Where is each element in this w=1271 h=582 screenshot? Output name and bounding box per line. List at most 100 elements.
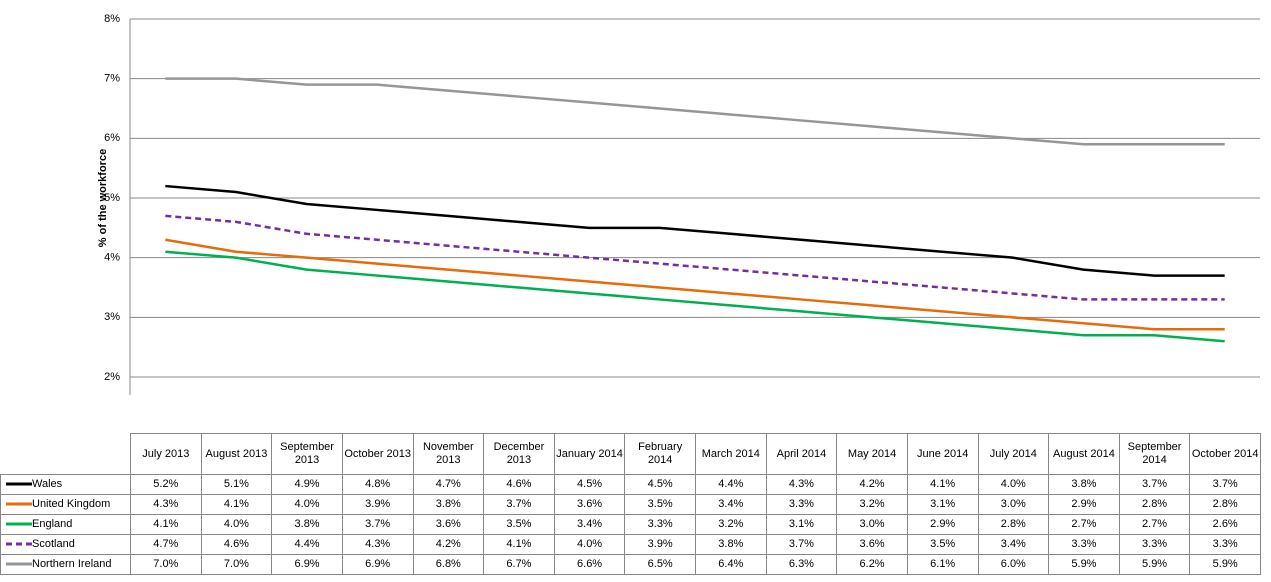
series-line (165, 214, 1225, 301)
value-cell: 3.7% (1118, 474, 1191, 495)
category-label: February 2014 (624, 433, 696, 475)
y-tick-label: 6% (104, 132, 120, 144)
value-cell: 3.3% (624, 514, 696, 535)
value-cell: 3.8% (271, 514, 343, 535)
value-cell: 3.5% (483, 514, 555, 535)
value-cell: 5.2% (130, 474, 202, 495)
category-label: September 2014 (1118, 433, 1191, 475)
category-label: November 2013 (412, 433, 485, 475)
value-cell: 3.2% (836, 494, 908, 515)
y-tick-label: 7% (104, 73, 120, 85)
value-cell: 3.3% (1118, 534, 1191, 555)
value-cell: 3.6% (553, 494, 626, 515)
value-cell: 4.3% (765, 474, 838, 495)
value-cell: 3.4% (553, 514, 626, 535)
value-cell: 4.2% (836, 474, 908, 495)
category-label: October 2014 (1189, 433, 1261, 475)
category-label: July 2014 (977, 433, 1050, 475)
series-line (165, 250, 1225, 343)
y-axis-label: % of the workforce (97, 149, 109, 247)
value-cell: 4.0% (200, 514, 273, 535)
legend-label: Scotland (32, 538, 75, 550)
category-label: July 2013 (130, 433, 202, 475)
value-cell: 6.2% (836, 554, 908, 575)
legend-swatch (6, 562, 32, 566)
value-cell: 2.6% (1189, 514, 1261, 535)
category-label: June 2014 (906, 433, 979, 475)
value-cell: 3.4% (695, 494, 767, 515)
legend-label: Wales (32, 478, 63, 490)
value-cell: 5.9% (1189, 554, 1261, 575)
value-cell: 6.0% (977, 554, 1050, 575)
value-cell: 3.0% (977, 494, 1050, 515)
value-cell: 3.7% (765, 534, 838, 555)
value-cell: 3.6% (836, 534, 908, 555)
table-row: United Kingdom 4.3% 4.1% 4.0% 3.9% 3.8% 3.7% 3.… (0, 494, 1261, 515)
value-cell: 4.2% (412, 534, 485, 555)
value-cell: 3.9% (341, 494, 414, 515)
value-cell: 6.4% (695, 554, 767, 575)
category-label: December 2013 (483, 433, 555, 475)
value-cell: 7.0% (200, 554, 273, 575)
value-cell: 4.4% (695, 474, 767, 495)
y-tick-label: 4% (104, 252, 120, 264)
value-cell: 4.5% (624, 474, 696, 495)
value-cell: 3.3% (765, 494, 838, 515)
value-cell: 4.3% (341, 534, 414, 555)
value-cell: 4.0% (553, 534, 626, 555)
category-label: August 2013 (200, 433, 273, 475)
value-cell: 3.8% (695, 534, 767, 555)
value-cell: 4.7% (412, 474, 485, 495)
value-cell: 2.9% (1048, 494, 1120, 515)
value-cell: 3.7% (483, 494, 555, 515)
value-cell: 2.7% (1048, 514, 1120, 535)
value-cell: 3.5% (906, 534, 979, 555)
table-row: Northern Ireland 7.0% 7.0% 6.9% 6.9% 6.8% 6.7%… (0, 554, 1261, 575)
legend-swatch (6, 502, 32, 506)
value-cell: 4.1% (906, 474, 979, 495)
legend-cell: Northern Ireland (0, 554, 131, 575)
category-label: May 2014 (836, 433, 908, 475)
value-cell: 3.7% (341, 514, 414, 535)
value-cell: 2.9% (906, 514, 979, 535)
value-cell: 4.4% (271, 534, 343, 555)
value-cell: 5.9% (1118, 554, 1191, 575)
value-cell: 4.7% (130, 534, 202, 555)
value-cell: 3.2% (695, 514, 767, 535)
legend-swatch (6, 482, 32, 486)
legend-swatch (6, 522, 32, 526)
value-cell: 3.6% (412, 514, 485, 535)
value-cell: 4.5% (553, 474, 626, 495)
value-cell: 5.1% (200, 474, 273, 495)
value-cell: 3.0% (836, 514, 908, 535)
category-label: April 2014 (765, 433, 838, 475)
value-cell: 3.5% (624, 494, 696, 515)
value-cell: 4.1% (483, 534, 555, 555)
value-cell: 3.3% (1048, 534, 1120, 555)
value-cell: 3.8% (412, 494, 485, 515)
value-cell: 3.9% (624, 534, 696, 555)
value-cell: 6.3% (765, 554, 838, 575)
value-cell: 4.6% (483, 474, 555, 495)
value-cell: 3.8% (1048, 474, 1120, 495)
value-cell: 4.0% (977, 474, 1050, 495)
chart: % of the workforce 2% 3% 4% 5% 6% 7% 8% (97, 13, 1260, 395)
header-row: July 2013 August 2013 September 2013 Octobe… (1, 433, 1261, 475)
legend-swatch (6, 542, 32, 546)
value-cell: 3.1% (906, 494, 979, 515)
value-cell: 2.8% (1189, 494, 1261, 515)
value-cell: 2.7% (1118, 514, 1191, 535)
value-cell: 6.9% (271, 554, 343, 575)
category-label: March 2014 (695, 433, 767, 475)
legend-cell: Scotland (0, 534, 131, 555)
series-line (165, 238, 1225, 331)
value-cell: 4.6% (200, 534, 273, 555)
category-label: January 2014 (553, 433, 626, 475)
legend-label: Northern Ireland (32, 558, 112, 570)
legend-label: United Kingdom (32, 498, 111, 510)
value-cell: 3.4% (977, 534, 1050, 555)
value-cell: 4.1% (200, 494, 273, 515)
value-cell: 6.1% (906, 554, 979, 575)
value-cell: 2.8% (977, 514, 1050, 535)
